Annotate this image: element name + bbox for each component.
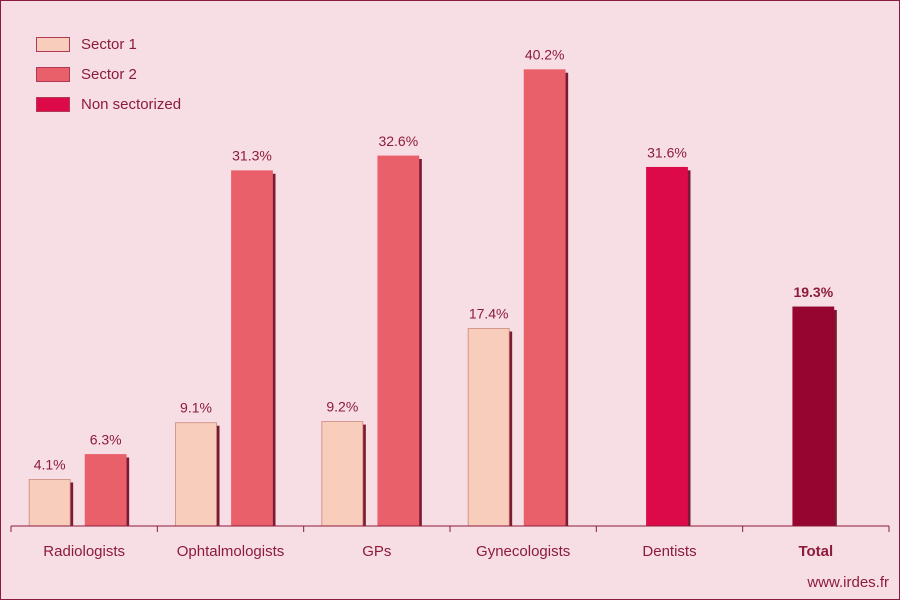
bar-sector-2: [377, 155, 420, 527]
legend-swatch-sector-1: [36, 36, 70, 52]
data-label: 31.3%: [232, 148, 272, 164]
category-label: GPs: [362, 543, 391, 560]
bar-sector-1: [467, 328, 510, 527]
legend-item-non-sectorized: Non sectorized: [36, 94, 181, 114]
data-label: 19.3%: [793, 284, 833, 300]
category-label: Radiologists: [43, 543, 125, 560]
legend-label: Sector 2: [81, 65, 137, 83]
legend-item-sector-1: Sector 1: [36, 34, 181, 54]
category-label: Ophtalmologists: [177, 543, 285, 560]
data-label: 9.1%: [180, 400, 212, 416]
bar-sector-2: [523, 69, 566, 527]
bar-non-sectorized: [646, 166, 688, 527]
category-label: Gynecologists: [476, 543, 570, 560]
bar-total: [792, 306, 835, 527]
bar-sector-1: [28, 479, 71, 527]
legend-swatch-non-sectorized: [36, 96, 70, 112]
legend-label: Non sectorized: [81, 95, 182, 113]
legend-label: Sector 1: [81, 35, 137, 53]
category-label: Total: [798, 543, 833, 560]
data-label: 31.6%: [647, 144, 687, 160]
data-label: 40.2%: [525, 47, 565, 63]
data-label: 6.3%: [90, 431, 122, 447]
source-credit: www.irdes.fr: [807, 574, 889, 591]
bar-sector-2: [84, 454, 127, 527]
bar-sector-1: [321, 421, 364, 527]
legend-swatch-sector-2: [36, 66, 70, 82]
legend: Sector 1 Sector 2 Non sectorized: [36, 34, 181, 124]
data-label: 4.1%: [34, 456, 66, 472]
bar-sector-2: [231, 170, 273, 527]
data-label: 9.2%: [326, 399, 358, 415]
legend-item-sector-2: Sector 2: [36, 64, 181, 84]
bar-sector-1: [175, 422, 217, 527]
data-label: 17.4%: [469, 306, 509, 322]
data-label: 32.6%: [378, 133, 418, 149]
category-label: Dentists: [642, 543, 696, 560]
